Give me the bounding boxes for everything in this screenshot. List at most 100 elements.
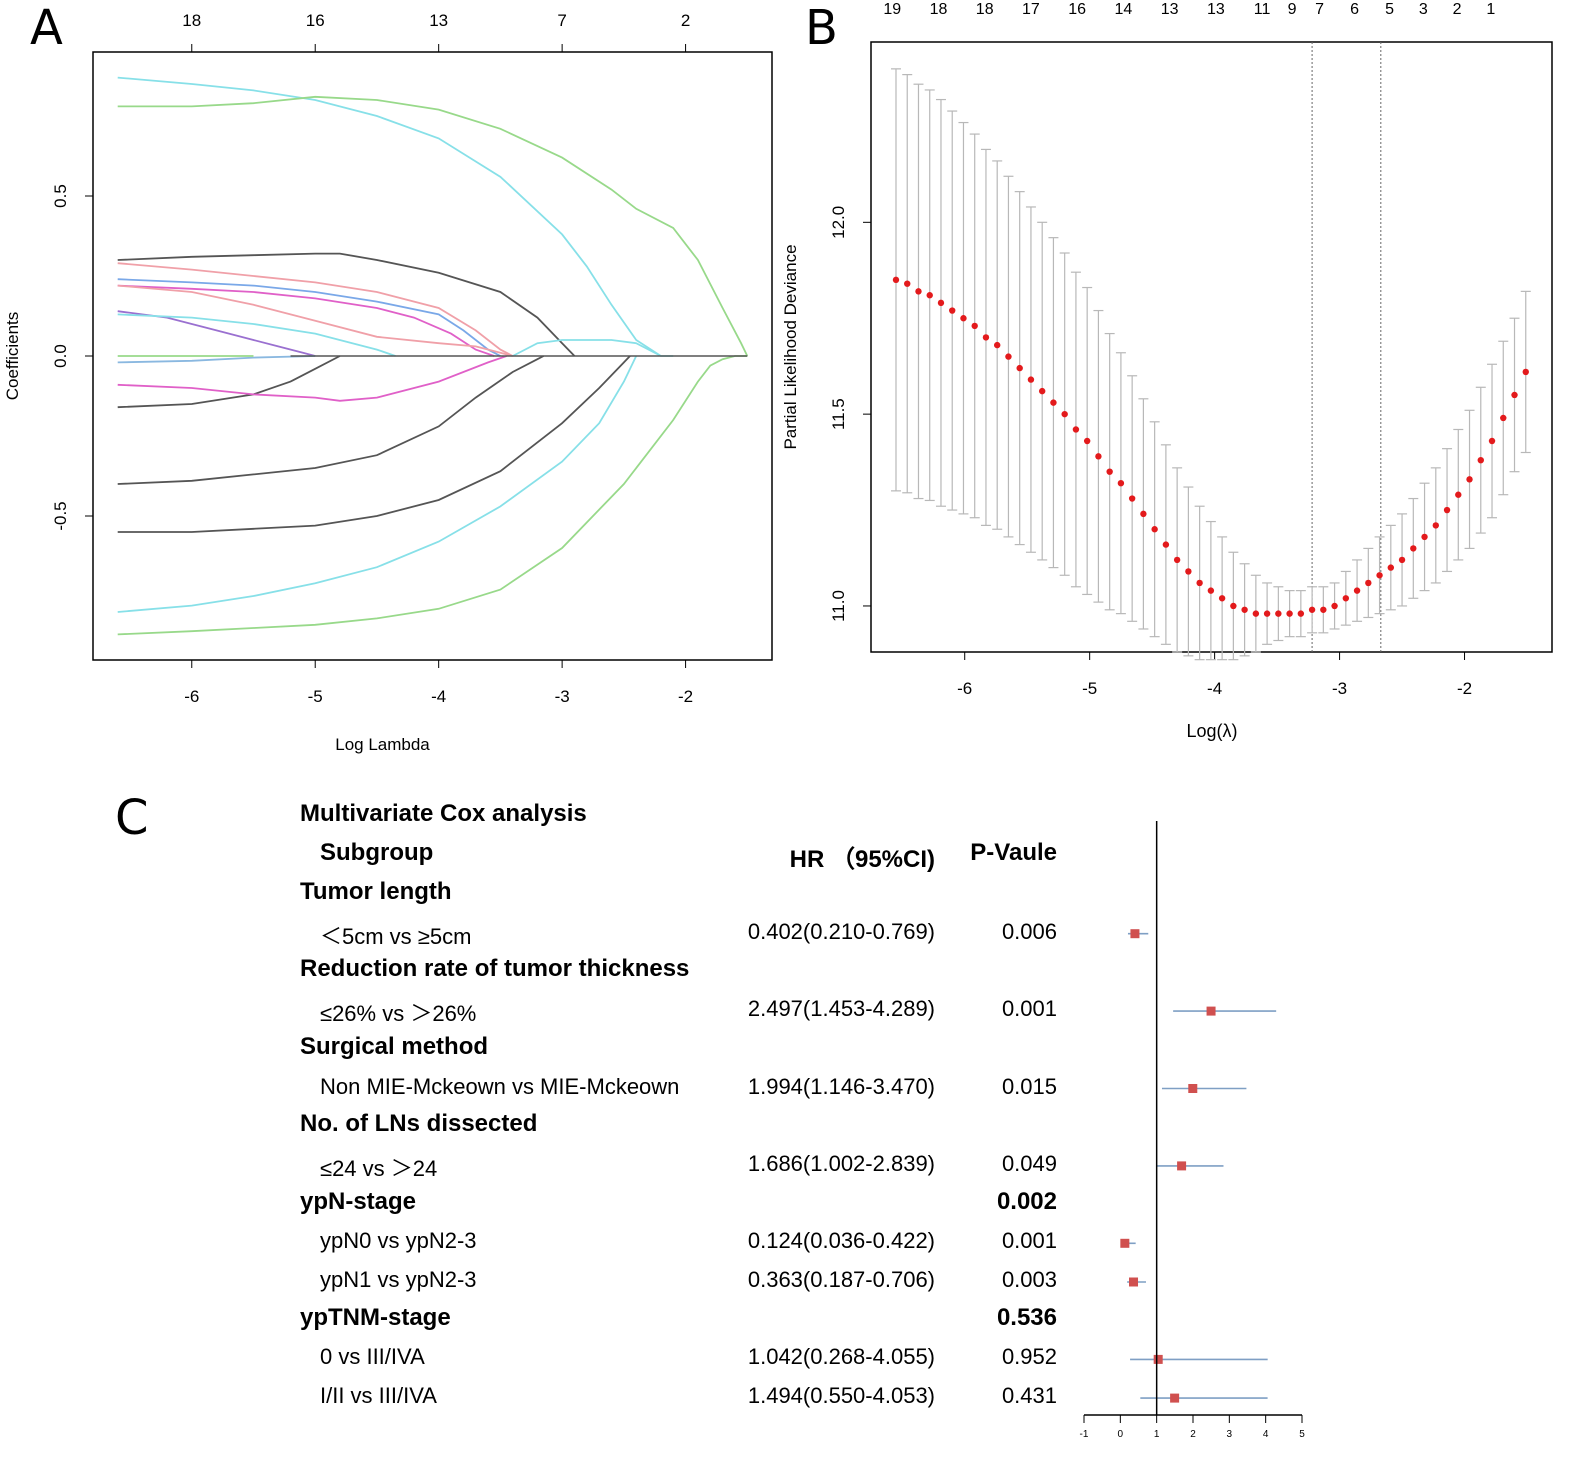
deviance-point bbox=[1162, 541, 1170, 548]
group-label: No. of LNs dissected bbox=[300, 1110, 538, 1138]
top-tick-label: 6 bbox=[1350, 1, 1359, 18]
deviance-point bbox=[1455, 491, 1462, 498]
lasso-coefficient-plot: -6 -5 -4 -3 -2 18 16 13 7 2 -0.5 0.0 0.5 Log Lambda Co… bbox=[3, 11, 773, 754]
coef-path-18 bbox=[117, 355, 748, 636]
panel-b-label: B bbox=[805, 0, 838, 56]
deviance-point bbox=[982, 334, 990, 341]
hr-marker bbox=[1129, 1277, 1139, 1287]
deviance-point bbox=[1151, 526, 1158, 533]
deviance-point bbox=[1500, 414, 1507, 422]
y-tick-label: -0.5 bbox=[51, 501, 70, 530]
group-label: Tumor length bbox=[300, 878, 452, 905]
top-tick-label: 9 bbox=[1288, 1, 1297, 18]
x-tick-label: -4 bbox=[431, 687, 446, 706]
y-tick-label: 11.0 bbox=[829, 590, 848, 622]
hr-ci: 1.686(1.002-2.839) bbox=[747, 1150, 935, 1176]
header-hr: HR （95%CI) bbox=[789, 846, 935, 873]
deviance-point bbox=[1443, 506, 1451, 514]
deviance-point bbox=[1106, 468, 1113, 475]
deviance-point bbox=[1421, 533, 1428, 541]
top-tick-label: 7 bbox=[1315, 1, 1324, 18]
panel-a-label: A bbox=[30, 0, 63, 56]
hr-ci: 0.124(0.036-0.422) bbox=[747, 1228, 935, 1254]
deviance-point bbox=[1050, 399, 1057, 406]
coef-path-12 bbox=[117, 355, 341, 409]
y-tick-label: 11.5 bbox=[829, 398, 848, 430]
hr-ci: 1.994(1.146-3.470) bbox=[747, 1073, 935, 1099]
deviance-point bbox=[1185, 568, 1192, 575]
p-value: 0.952 bbox=[1001, 1344, 1057, 1370]
coef-path-10 bbox=[117, 355, 316, 364]
subgroup-label: ＜5cm vs ≥5cm bbox=[320, 923, 472, 949]
x-tick-label: -5 bbox=[1082, 679, 1097, 698]
p-value: 0.006 bbox=[1001, 918, 1057, 944]
deviance-point bbox=[1398, 556, 1406, 564]
coef-path-3 bbox=[117, 252, 576, 357]
coef-path-8 bbox=[117, 310, 316, 357]
forest-x-tick-label: 4 bbox=[1263, 1429, 1269, 1440]
top-tick-label: 1 bbox=[1486, 1, 1495, 18]
x-axis-label: Log Lambda bbox=[335, 735, 430, 754]
top-tick-label: 14 bbox=[1115, 1, 1133, 18]
forest-x-tick-label: 1 bbox=[1154, 1429, 1160, 1440]
deviance-point bbox=[1331, 602, 1338, 610]
top-tick-label: 13 bbox=[429, 11, 448, 30]
y-axis-label: Partial Likelihood Deviance bbox=[781, 244, 800, 449]
x-tick-label: -4 bbox=[1207, 679, 1222, 698]
deviance-point bbox=[1072, 426, 1080, 433]
x-tick-label: -5 bbox=[308, 687, 323, 706]
header-subgroup: Subgroup bbox=[320, 839, 434, 866]
top-tick-label: 18 bbox=[930, 1, 948, 18]
deviance-point bbox=[994, 341, 1001, 349]
deviance-point bbox=[1353, 587, 1361, 594]
subgroup-label: I/II vs III/IVA bbox=[320, 1383, 437, 1409]
hr-ci: 0.363(0.187-0.706) bbox=[747, 1267, 935, 1292]
hr-ci: 1.042(0.268-4.055) bbox=[747, 1344, 935, 1370]
deviance-point bbox=[1320, 606, 1327, 613]
deviance-point bbox=[1263, 610, 1271, 617]
deviance-point bbox=[1308, 606, 1316, 613]
coef-path-15 bbox=[117, 355, 545, 485]
coef-path-16 bbox=[117, 355, 631, 533]
p-value: 0.001 bbox=[1001, 1228, 1057, 1254]
top-tick-label: 3 bbox=[1419, 1, 1428, 18]
x-tick-label: -6 bbox=[957, 679, 972, 698]
hr-ci: 0.402(0.210-0.769) bbox=[747, 918, 935, 944]
subgroup-label: ypN1 vs ypN2-3 bbox=[320, 1267, 477, 1292]
deviance-point bbox=[1275, 610, 1282, 617]
deviance-point bbox=[1061, 410, 1068, 418]
deviance-point bbox=[1511, 391, 1518, 399]
x-tick-label: -6 bbox=[184, 687, 199, 706]
hr-marker bbox=[1206, 1006, 1216, 1016]
deviance-point bbox=[1297, 610, 1305, 617]
deviance-point bbox=[1286, 610, 1293, 617]
coef-path-1 bbox=[117, 76, 674, 357]
partial-likelihood-deviance-plot: -6 -5 -4 -3 -2 19 18 18 17 16 14 13 13 11 9 7 6 5 3 2 1 11.0 1… bbox=[781, 1, 1553, 741]
hr-marker bbox=[1120, 1238, 1130, 1248]
forest-title: Multivariate Cox analysis bbox=[300, 800, 587, 827]
group-label: ypTNM-stage bbox=[300, 1303, 451, 1331]
deviance-point bbox=[1038, 387, 1046, 395]
deviance-point bbox=[1095, 453, 1102, 460]
deviance-point bbox=[1128, 495, 1136, 502]
plot-frame bbox=[870, 41, 1553, 653]
deviance-point bbox=[915, 288, 922, 295]
hr-marker bbox=[1170, 1393, 1180, 1403]
deviance-point bbox=[1207, 587, 1215, 594]
group-p-value: 0.002 bbox=[996, 1187, 1057, 1215]
top-tick-label: 17 bbox=[1022, 1, 1040, 18]
deviance-point bbox=[1365, 579, 1372, 587]
top-tick-label: 18 bbox=[976, 1, 994, 18]
coef-path-17 bbox=[117, 355, 638, 613]
deviance-point bbox=[892, 276, 900, 284]
p-value: 0.049 bbox=[1001, 1150, 1057, 1176]
deviance-point bbox=[1342, 595, 1350, 602]
top-tick-label: 16 bbox=[306, 11, 325, 30]
deviance-point bbox=[1218, 595, 1226, 602]
top-tick-label: 11 bbox=[1254, 1, 1271, 18]
hr-marker bbox=[1188, 1084, 1198, 1093]
deviance-point bbox=[1522, 368, 1529, 376]
coef-path-5 bbox=[117, 278, 501, 357]
p-value: 0.431 bbox=[1001, 1383, 1057, 1409]
subgroup-label: ≤24 vs ＞24 bbox=[320, 1155, 438, 1181]
